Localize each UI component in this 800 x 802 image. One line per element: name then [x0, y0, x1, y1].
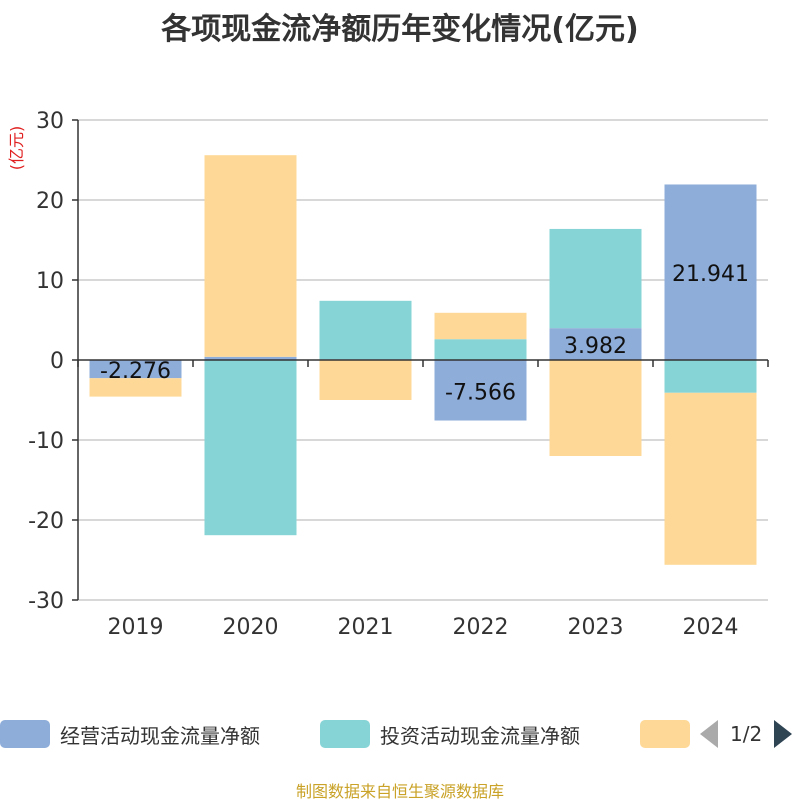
legend-next-page-icon[interactable] — [774, 720, 793, 748]
data-label-2024: 21.941 — [672, 262, 749, 287]
x-tick-label-2023: 2023 — [568, 615, 624, 640]
bar-2020-series-1[interactable] — [204, 360, 297, 536]
bar-2024-series-1[interactable] — [664, 360, 757, 393]
bar-2020-series-2[interactable] — [204, 155, 297, 357]
y-tick-label-6: -30 — [28, 589, 64, 614]
source-note: 制图数据来自恒生聚源数据库 — [295, 782, 504, 801]
bar-2022-series-1[interactable] — [434, 339, 527, 360]
chart-area: 30 20 10 0 -10 -20 -30 2019 2020 2021 2022 2023 2024… — [7, 109, 769, 640]
x-tick-label-2021: 2021 — [338, 615, 394, 640]
legend-item-investing[interactable]: 投资活动现金流量净额 — [320, 716, 580, 752]
data-label-2023: 3.982 — [564, 334, 627, 359]
bar-2021-series-1[interactable] — [319, 300, 412, 360]
legend-label-investing: 投资活动现金流量净额 — [380, 723, 580, 748]
legend-swatch-third — [640, 720, 690, 748]
x-tick-label-2020: 2020 — [223, 615, 279, 640]
x-tick-label-2022: 2022 — [453, 615, 509, 640]
chart-title: 各项现金流净额历年变化情况(亿元) — [161, 12, 639, 47]
bar-2019-series-0[interactable] — [89, 360, 182, 379]
legend-pager: 1/2 — [700, 716, 793, 752]
y-tick-label-1: 20 — [36, 189, 64, 214]
y-tick-label-2: 10 — [36, 269, 64, 294]
bar-2022-series-2[interactable] — [434, 312, 527, 340]
y-tick-label-4: -10 — [28, 429, 64, 454]
data-labels: -2.276 -7.566 3.982 21.941 — [100, 262, 749, 405]
axes: 30 20 10 0 -10 -20 -30 2019 2020 2021 2022 2023 2024 — [28, 109, 769, 640]
legend-prev-page-icon[interactable] — [700, 720, 718, 748]
legend-page-indicator: 1/2 — [730, 722, 763, 746]
data-label-2019: -2.276 — [100, 359, 171, 384]
bar-2023-series-2[interactable] — [549, 360, 642, 456]
x-tick-label-2019: 2019 — [108, 615, 164, 640]
y-tick-label-0: 30 — [36, 109, 64, 134]
bar-2023-series-0[interactable] — [549, 328, 642, 360]
bar-2019-series-2[interactable] — [89, 378, 182, 397]
grid-lines — [78, 119, 768, 601]
bars — [89, 155, 757, 565]
x-tick-label-2024: 2024 — [683, 615, 739, 640]
bar-2020-series-0[interactable] — [204, 356, 297, 360]
bar-2024-series-0[interactable] — [664, 184, 757, 360]
legend-item-operating[interactable]: 经营活动现金流量净额 — [0, 716, 260, 752]
legend-item-third[interactable] — [640, 716, 690, 752]
legend-swatch-investing — [320, 720, 370, 748]
bar-2022-series-0[interactable] — [434, 360, 527, 421]
legend: 经营活动现金流量净额 投资活动现金流量净额 1/2 — [0, 716, 800, 756]
legend-label-operating: 经营活动现金流量净额 — [60, 723, 260, 748]
y-axis-title: (亿元) — [7, 126, 26, 171]
bar-2021-series-2[interactable] — [319, 360, 412, 400]
bar-2023-series-1[interactable] — [549, 228, 642, 329]
y-tick-label-3: 0 — [50, 349, 64, 374]
y-tick-label-5: -20 — [28, 509, 64, 534]
data-label-2022: -7.566 — [445, 380, 516, 405]
bar-2024-series-2[interactable] — [664, 392, 757, 565]
legend-swatch-operating — [0, 720, 50, 748]
